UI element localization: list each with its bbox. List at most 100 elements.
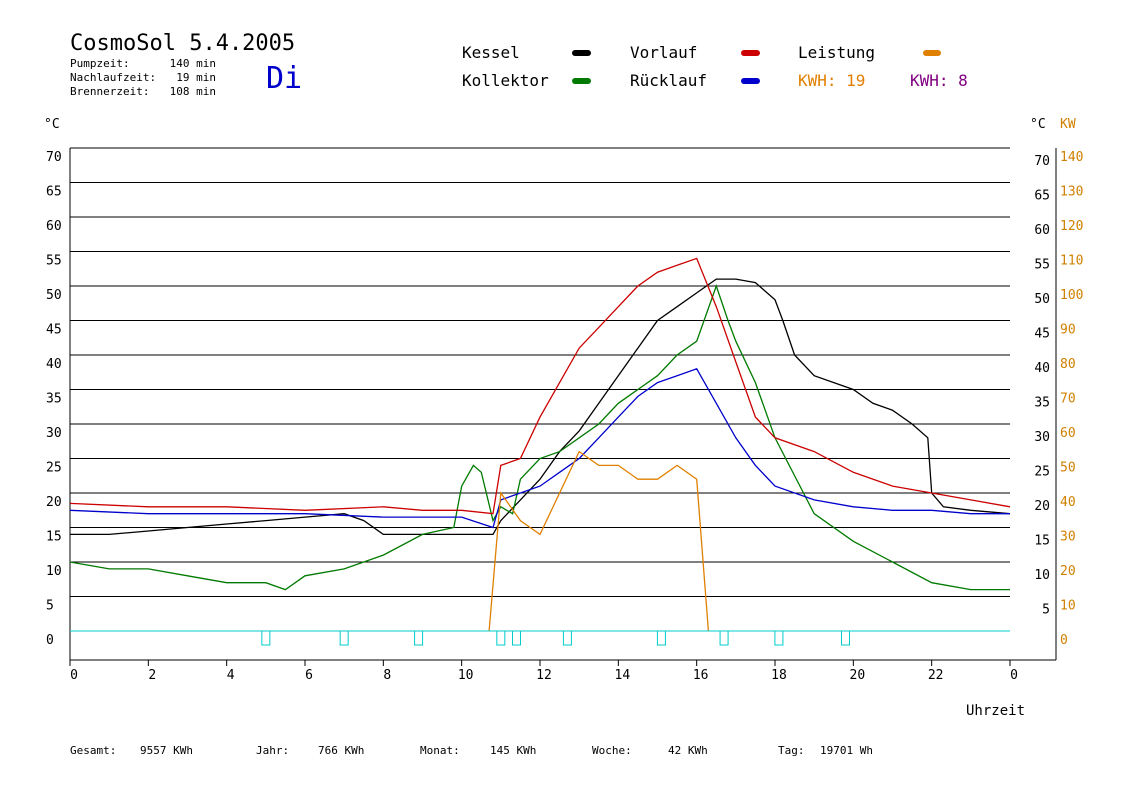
pump-label: Pumpzeit:: [70, 57, 130, 70]
y2-tick-label: 120: [1060, 219, 1083, 234]
y2-tick-label: 40: [1060, 495, 1076, 510]
x-tick-label: 12: [536, 668, 552, 683]
burner-label: Brennerzeit:: [70, 85, 149, 98]
pump-marker: [562, 630, 572, 646]
pump-marker: [512, 630, 521, 646]
y-right-tick-label: 30: [1034, 430, 1050, 445]
chart-title: CosmoSol 5.4.2005: [70, 31, 295, 56]
after-label: Nachlaufzeit:: [70, 71, 156, 84]
footer-gesamt-value: 9557 KWh: [140, 744, 193, 757]
y2-tick-label: 50: [1060, 461, 1076, 476]
x-tick-label: 8: [383, 668, 391, 683]
legend-kwh1: KWH: 19: [798, 71, 865, 90]
pump-marker: [414, 630, 424, 646]
x-tick-label: 16: [693, 668, 709, 683]
left-unit: °C: [44, 117, 60, 132]
y-right-tick-label: 45: [1034, 327, 1050, 342]
x-tick-label: 4: [227, 668, 235, 683]
y-right-tick-label: 35: [1034, 396, 1050, 411]
y2-tick-label: 60: [1060, 426, 1076, 441]
x-tick-label: 20: [850, 668, 866, 683]
y-right-tick-label: 60: [1034, 223, 1050, 238]
y-right-tick-label: 40: [1034, 361, 1050, 376]
y-tick-label: 25: [46, 461, 62, 476]
y2-tick-label: 30: [1060, 530, 1076, 545]
series-line-vorlauf: [69, 257, 1011, 515]
footer-gesamt-label: Gesamt:: [70, 744, 116, 757]
legend-kessel: Kessel: [462, 43, 520, 62]
legend-ruecklauf: Rücklauf: [630, 71, 707, 90]
y2-tick-label: 0: [1060, 633, 1068, 648]
pump-markers: [70, 630, 1010, 646]
y-right-tick-label: 25: [1034, 465, 1050, 480]
footer-woche-label: Woche:: [592, 744, 632, 757]
legend-leistung: Leistung: [798, 43, 875, 62]
pump-marker: [339, 630, 349, 646]
x-tick-label: 6: [305, 668, 313, 683]
footer-jahr-value: 766 KWh: [318, 744, 364, 757]
y-right-tick-label: 15: [1034, 534, 1050, 549]
y-tick-label: 35: [46, 392, 62, 407]
footer-monat-label: Monat:: [420, 744, 460, 757]
x-tick-label: 14: [615, 668, 631, 683]
weekday-label: Di: [266, 61, 302, 96]
pump-value: 140 min: [170, 57, 216, 70]
legend-kwh2: KWH: 8: [910, 71, 968, 90]
legend-vorlauf: Vorlauf: [630, 43, 697, 62]
y2-tick-label: 90: [1060, 323, 1076, 338]
right-unit: °C: [1030, 117, 1046, 132]
y-tick-label: 60: [46, 219, 62, 234]
footer-tag-value: 19701 Wh: [820, 744, 873, 757]
y2-tick-label: 110: [1060, 254, 1083, 269]
y-right-tick-label: 20: [1034, 499, 1050, 514]
y-tick-label: 10: [46, 564, 62, 579]
y-tick-label: 65: [46, 185, 62, 200]
burner-value: 108 min: [170, 85, 216, 98]
y-tick-label: 45: [46, 323, 62, 338]
footer-monat-value: 145 KWh: [490, 744, 536, 757]
legend-kollektor: Kollektor: [462, 71, 549, 90]
axes: [69, 148, 1057, 666]
x-tick-label: 22: [928, 668, 944, 683]
x-axis-label: Uhrzeit: [966, 703, 1025, 719]
pump-marker: [841, 630, 850, 646]
y-tick-label: 30: [46, 426, 62, 441]
x-tick-label: 0: [70, 668, 78, 683]
series-line-kessel: [70, 278, 1011, 536]
series-line-ruecklauf: [69, 368, 1010, 529]
pump-marker: [656, 630, 666, 646]
y-right-tick-label: 5: [1042, 603, 1050, 618]
series-line-leistung: [488, 450, 710, 632]
y2-tick-label: 80: [1060, 357, 1076, 372]
y-right-tick-label: 65: [1034, 189, 1050, 204]
y-right-tick-label: 70: [1034, 154, 1050, 169]
y2-tick-label: 20: [1060, 564, 1076, 579]
y2-tick-label: 100: [1060, 288, 1083, 303]
footer-jahr-label: Jahr:: [256, 744, 289, 757]
footer-tag-label: Tag:: [778, 744, 805, 757]
y2-tick-label: 70: [1060, 392, 1076, 407]
footer-woche-value: 42 KWh: [668, 744, 708, 757]
y-tick-label: 0: [46, 633, 54, 648]
y-right-tick-label: 55: [1034, 258, 1050, 273]
pump-marker: [261, 630, 271, 646]
y2-tick-label: 10: [1060, 599, 1076, 614]
y-tick-label: 40: [46, 357, 62, 372]
y-right-tick-label: 10: [1034, 568, 1050, 583]
x-tick-label: 18: [771, 668, 787, 683]
pump-marker: [774, 630, 784, 646]
x-tick-label: 0: [1010, 668, 1018, 683]
grid: [70, 147, 1010, 597]
x-tick-label: 10: [458, 668, 474, 683]
y-tick-label: 20: [46, 495, 62, 510]
y-tick-label: 50: [46, 288, 62, 303]
y-tick-label: 70: [46, 150, 62, 165]
y-tick-label: 5: [46, 599, 54, 614]
y2-tick-label: 140: [1060, 150, 1083, 165]
y-tick-label: 55: [46, 254, 62, 269]
right-unit-kw: KW: [1060, 117, 1076, 132]
series-lines: [69, 257, 1011, 632]
x-tick-label: 2: [148, 668, 156, 683]
y-right-tick-label: 50: [1034, 292, 1050, 307]
